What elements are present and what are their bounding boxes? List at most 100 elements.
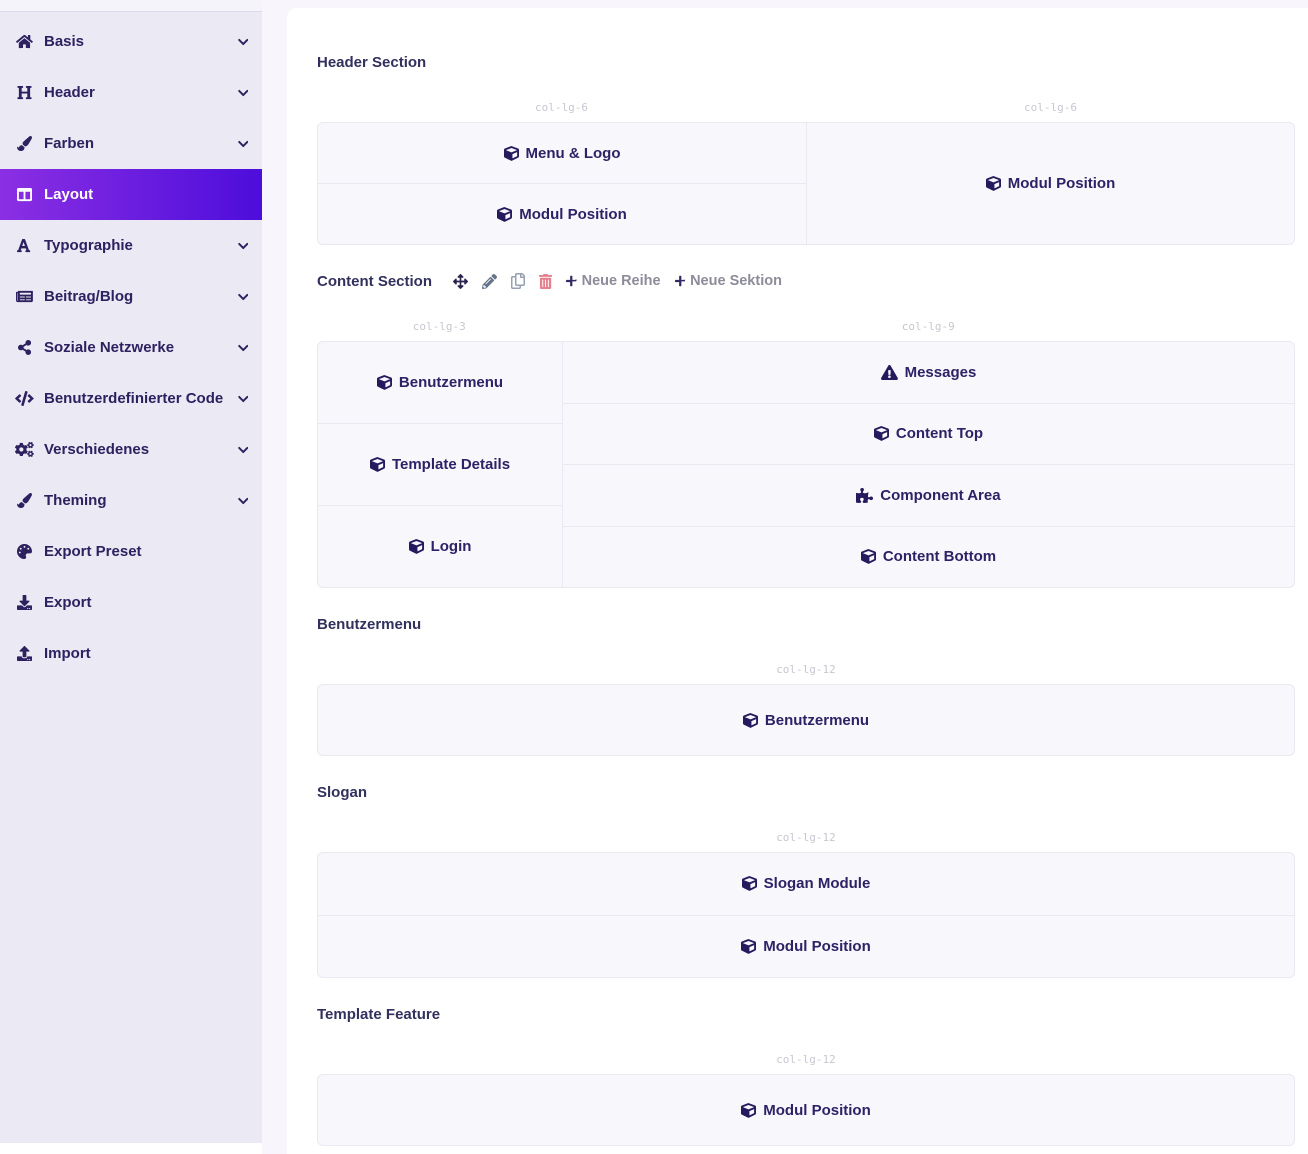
layout-row: Benutzermenu <box>317 684 1295 756</box>
paint-brush-icon <box>17 136 32 151</box>
column-size-labels: col-lg-6 col-lg-6 <box>317 101 1295 114</box>
sidebar-item-typographie[interactable]: Typographie <box>0 220 262 271</box>
copy-icon <box>511 273 525 289</box>
plus-icon <box>674 275 686 287</box>
module-template-details[interactable]: Template Details <box>318 423 562 505</box>
cube-icon <box>741 1102 757 1118</box>
duplicate-button[interactable] <box>511 273 525 289</box>
sidebar-item-label: Basis <box>44 33 85 50</box>
sidebar-item-label: Benutzerdefinierter Code <box>44 390 224 407</box>
sidebar-item-label: Export Preset <box>44 543 142 560</box>
neue-sektion-button[interactable]: Neue Sektion <box>674 273 782 289</box>
code-icon <box>15 391 34 406</box>
layout-row: Benutzermenu Template Details Login Message… <box>317 341 1295 588</box>
module-label: Content Bottom <box>882 548 997 566</box>
sidebar-item-import[interactable]: Import <box>0 628 262 679</box>
sidebar-item-benutzerdefinierter-code[interactable]: Benutzerdefinierter Code <box>0 373 262 424</box>
layout-column-col-lg-3: Benutzermenu Template Details Login <box>318 342 562 587</box>
module-modul-position[interactable]: Modul Position <box>318 183 806 244</box>
columns-icon <box>17 187 32 202</box>
sidebar-item-theming[interactable]: Theming <box>0 475 262 526</box>
module-menu-logo[interactable]: Menu & Logo <box>318 123 806 183</box>
module-slogan-module[interactable]: Slogan Module <box>318 853 1294 915</box>
module-modul-position[interactable]: Modul Position <box>318 914 1294 978</box>
sidebar-item-export-preset[interactable]: Export Preset <box>0 526 262 577</box>
column-size-labels: col-lg-12 <box>317 831 1295 844</box>
cube-icon <box>497 206 513 222</box>
module-login[interactable]: Login <box>318 505 562 587</box>
sidebar-footer-gap <box>0 1143 262 1154</box>
module-label: Modul Position <box>763 1101 871 1119</box>
layout-column-col-lg-9: Messages Content Top Component Area Content… <box>562 342 1294 587</box>
cube-icon <box>873 426 889 442</box>
trash-icon <box>539 273 553 289</box>
sidebar-item-export[interactable]: Export <box>0 577 262 628</box>
download-icon <box>17 595 32 610</box>
column-size-labels: col-lg-12 <box>317 663 1295 676</box>
sidebar-item-farben[interactable]: Farben <box>0 118 262 169</box>
module-modul-position[interactable]: Modul Position <box>318 1075 1294 1145</box>
cube-icon <box>860 549 876 565</box>
sidebar-item-basis[interactable]: Basis <box>0 16 262 67</box>
section-header-section: Header Section col-lg-6 col-lg-6 Menu & Log… <box>317 51 1295 245</box>
module-content-top[interactable]: Content Top <box>563 402 1294 465</box>
column-size-label: col-lg-12 <box>776 1053 836 1066</box>
layout-column-col-lg-6: Menu & Logo Modul Position <box>318 123 806 244</box>
plus-icon <box>566 275 577 287</box>
action-label: Neue Reihe <box>581 273 661 289</box>
sidebar-item-label: Beitrag/Blog <box>44 288 134 305</box>
sidebar-item-label: Farben <box>44 135 95 152</box>
section-template-feature: Template Feature col-lg-12 Modul Position <box>317 1003 1295 1146</box>
neue-reihe-button[interactable]: Neue Reihe <box>566 273 661 289</box>
module-modul-position[interactable]: Modul Position <box>807 123 1294 244</box>
module-label: Login <box>430 538 472 555</box>
section-content-section: Content Section Neue Reihe Neue Sektion col… <box>317 270 1295 588</box>
sidebar-item-label: Soziale Netzwerke <box>44 339 175 356</box>
cube-icon <box>369 457 385 472</box>
delete-button[interactable] <box>539 273 553 289</box>
section-toolbar <box>453 273 553 289</box>
sidebar-item-layout[interactable]: Layout <box>0 169 262 220</box>
sidebar-item-label: Layout <box>44 186 94 203</box>
layout-column-col-lg-12: Benutzermenu <box>318 685 1294 755</box>
sidebar-item-soziale-netzwerke[interactable]: Soziale Netzwerke <box>0 322 262 373</box>
cube-icon <box>376 375 392 390</box>
section-title-row: Header Section <box>317 51 1295 73</box>
share-alt-icon <box>17 340 32 355</box>
layout-column-col-lg-12: Modul Position <box>318 1075 1294 1145</box>
layout-row: Modul Position <box>317 1074 1295 1146</box>
column-size-labels: col-lg-3 col-lg-9 <box>317 320 1295 333</box>
sidebar-top-strip <box>0 0 262 12</box>
module-label: Content Top <box>895 425 984 443</box>
module-component-area[interactable]: Component Area <box>563 464 1294 526</box>
edit-button[interactable] <box>482 273 497 289</box>
chevron-down-icon <box>237 497 248 504</box>
sidebar-item-verschiedenes[interactable]: Verschiedenes <box>0 424 262 475</box>
module-content-bottom[interactable]: Content Bottom <box>563 525 1294 588</box>
chevron-down-icon <box>237 140 248 147</box>
layout-builder-panel: Header Section col-lg-6 col-lg-6 Menu & Log… <box>287 8 1308 1154</box>
cube-icon <box>741 876 757 892</box>
module-benutzermenu[interactable]: Benutzermenu <box>318 342 562 423</box>
exclamation-triangle-icon <box>880 364 898 380</box>
section-title-row: Slogan <box>317 781 1295 803</box>
sections-container: Header Section col-lg-6 col-lg-6 Menu & Log… <box>317 51 1295 1146</box>
column-size-label: col-lg-12 <box>776 663 836 676</box>
cube-icon <box>985 176 1001 191</box>
sidebar-item-label: Verschiedenes <box>44 441 150 458</box>
sidebar-item-beitrag-blog[interactable]: Beitrag/Blog <box>0 271 262 322</box>
sidebar-item-header[interactable]: Header <box>0 67 262 118</box>
section-title: Header Section <box>317 53 427 71</box>
module-benutzermenu[interactable]: Benutzermenu <box>318 685 1294 755</box>
column-size-label: col-lg-6 <box>1024 101 1077 114</box>
column-size-label: col-lg-6 <box>535 101 588 114</box>
pencil-icon <box>482 273 497 289</box>
module-messages[interactable]: Messages <box>563 342 1294 403</box>
paint-brush-icon <box>17 493 32 508</box>
section-title: Benutzermenu <box>317 615 422 633</box>
move-button[interactable] <box>453 273 468 289</box>
section-slogan: Slogan col-lg-12 Slogan Module Modul Positi… <box>317 781 1295 978</box>
section-title: Slogan <box>317 783 368 801</box>
chevron-down-icon <box>237 293 248 300</box>
column-size-label: col-lg-12 <box>776 831 836 844</box>
